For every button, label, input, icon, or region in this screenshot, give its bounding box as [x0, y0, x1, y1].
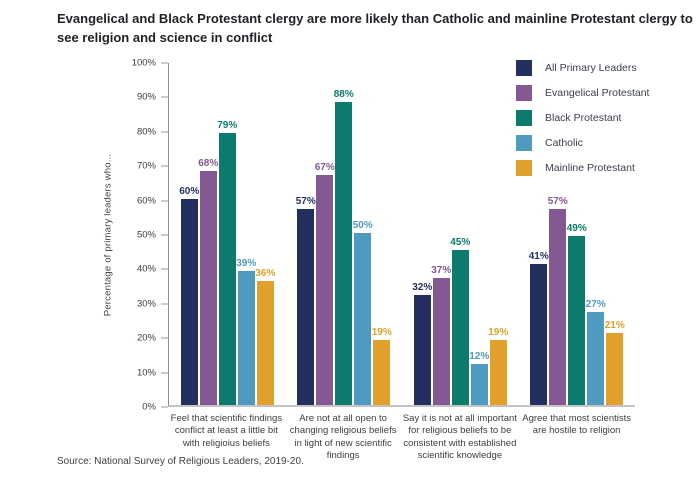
legend-item: Catholic [516, 135, 649, 151]
legend-swatch [516, 60, 532, 76]
y-tick-label: 20% [136, 332, 156, 344]
bar-value-label: 67% [314, 161, 335, 173]
legend-item: All Primary Leaders [516, 60, 649, 76]
legend-label: All Primary Leaders [545, 62, 637, 74]
bar-value-label: 57% [547, 195, 568, 207]
legend-swatch [516, 135, 532, 151]
bar-value-label: 19% [371, 326, 392, 338]
bar: 45% [450, 237, 470, 405]
bar-group-bars: 32% 37% 45% 12% 19% [412, 237, 508, 405]
bar-value-label: 39% [236, 257, 257, 269]
bar: 68% [198, 158, 218, 405]
bar-value-label: 60% [179, 185, 200, 197]
bar-value-label: 50% [352, 220, 373, 231]
legend-swatch [516, 85, 532, 101]
y-tick-mark [161, 268, 168, 270]
bar-group: 57% 67% 88% 50% 19% [286, 63, 403, 405]
y-tick-mark [161, 337, 168, 339]
bar-groups-container: 60% 68% 79% 39% 36% 57% 67% 88% 50% 19% 32% 37% 45% 1… [169, 63, 635, 405]
bar-value-label: 49% [566, 223, 587, 235]
bar: 41% [529, 251, 549, 405]
bar: 19% [372, 327, 392, 405]
bar-value-label: 37% [431, 264, 452, 276]
bar: 32% [412, 282, 432, 405]
y-tick-label: 70% [136, 160, 156, 172]
bar: 12% [469, 351, 489, 405]
bar-value-label: 79% [217, 120, 238, 132]
bar-value-label: 68% [198, 158, 219, 170]
bar: 79% [217, 120, 237, 405]
bar-value-label: 12% [469, 350, 490, 362]
bar: 36% [255, 268, 275, 405]
y-tick-mark [161, 200, 168, 202]
y-tick-label: 60% [136, 195, 156, 207]
bar-value-label: 32% [412, 281, 433, 293]
y-tick-mark [161, 96, 168, 98]
legend-swatch [516, 110, 532, 126]
y-tick-mark [161, 234, 168, 236]
y-tick-mark [161, 165, 168, 167]
x-axis-labels: Feel that scientific findings conflict a… [168, 413, 635, 462]
legend-label: Black Protestant [545, 112, 622, 124]
bar-group-bars: 57% 67% 88% 50% 19% [296, 89, 392, 405]
bar: 49% [567, 223, 587, 405]
source-note: Source: National Survey of Religious Lea… [57, 456, 304, 467]
bar-group: 60% 68% 79% 39% 36% [169, 63, 286, 405]
plot-area: 60% 68% 79% 39% 36% 57% 67% 88% 50% 19% 32% 37% 45% 1… [132, 58, 635, 413]
bar: 27% [586, 299, 606, 405]
y-tick-mark [161, 62, 168, 64]
legend-swatch [516, 160, 532, 176]
category-label: Agree that most scientists are hostile t… [522, 413, 632, 437]
y-tick-label: 50% [136, 229, 156, 241]
bar-value-label: 88% [333, 89, 354, 101]
bar-group: 32% 37% 45% 12% 19% [402, 63, 519, 405]
bar-value-label: 45% [450, 237, 471, 249]
bar-value-label: 57% [295, 195, 316, 207]
legend-label: Mainline Protestant [545, 162, 635, 174]
category-label: Say it is not at all important for relig… [402, 413, 517, 462]
bar: 39% [236, 258, 256, 405]
bar: 19% [488, 327, 508, 405]
bar: 57% [296, 196, 316, 405]
y-tick-mark [161, 303, 168, 305]
chart-title: Evangelical and Black Protestant clergy … [57, 11, 693, 45]
bar-value-label: 21% [604, 319, 625, 331]
legend-item: Mainline Protestant [516, 160, 649, 176]
bar-group-bars: 41% 57% 49% 27% 21% [529, 196, 625, 405]
y-tick-label: 30% [136, 298, 156, 310]
y-tick-label: 100% [131, 57, 156, 69]
bar: 21% [605, 320, 625, 405]
y-tick-label: 0% [142, 401, 156, 413]
bar-group-bars: 60% 68% 79% 39% 36% [179, 120, 275, 405]
y-tick-mark [161, 372, 168, 374]
bar: 37% [431, 265, 451, 405]
y-tick-label: 10% [136, 367, 156, 379]
legend: All Primary Leaders Evangelical Protestan… [516, 60, 649, 176]
y-axis-title: Percentage of primary leaders who... [102, 153, 114, 317]
bar-value-label: 36% [255, 268, 276, 280]
bar: 50% [353, 220, 373, 405]
bar-group: 41% 57% 49% 27% 21% [519, 63, 636, 405]
bar: 60% [179, 186, 199, 405]
bar-value-label: 41% [528, 250, 549, 262]
bar: 88% [334, 89, 354, 405]
y-tick-mark [161, 406, 168, 408]
bar: 67% [315, 162, 335, 405]
y-tick-mark [161, 131, 168, 133]
category-label: Are not at all open to changing religiou… [289, 413, 397, 462]
y-tick-label: 40% [136, 263, 156, 275]
legend-label: Evangelical Protestant [545, 87, 650, 99]
y-tick-label: 90% [136, 91, 156, 103]
legend-label: Catholic [545, 137, 583, 149]
bar-value-label: 27% [585, 299, 606, 311]
bar-value-label: 19% [488, 326, 509, 338]
category-label: Feel that scientific findings conflict a… [170, 413, 283, 449]
y-tick-label: 80% [136, 126, 156, 138]
legend-item: Black Protestant [516, 110, 649, 126]
legend-item: Evangelical Protestant [516, 85, 649, 101]
bar: 57% [548, 196, 568, 405]
